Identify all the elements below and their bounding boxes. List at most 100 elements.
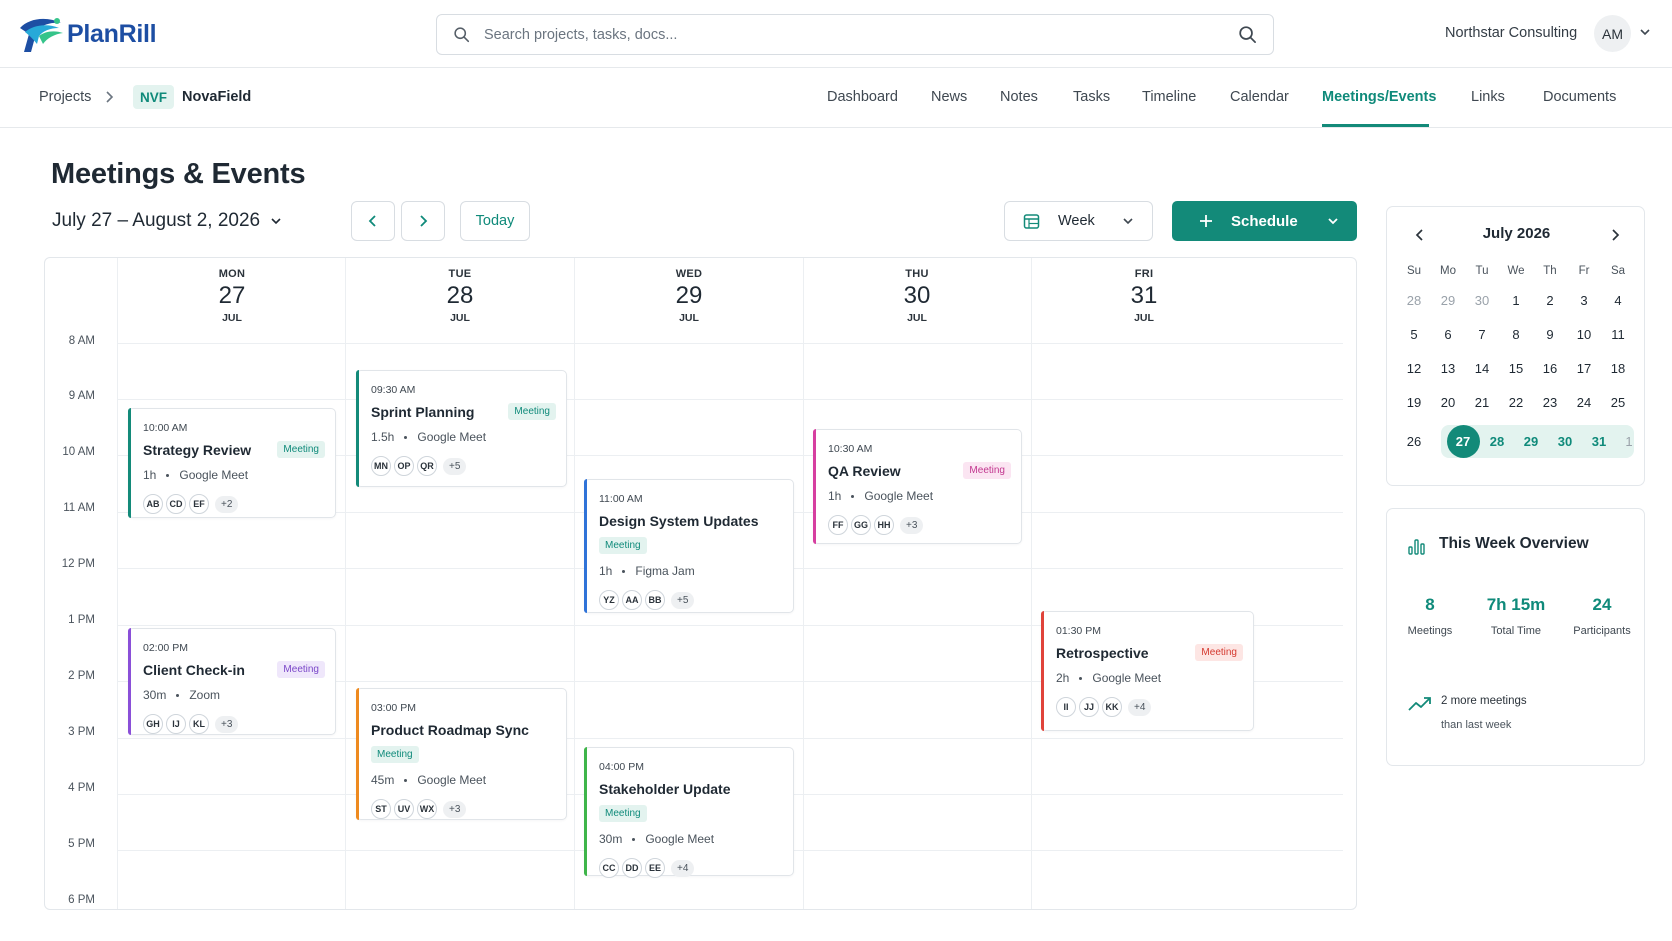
- more-participants[interactable]: +3: [443, 800, 467, 818]
- tab-links[interactable]: Links: [1471, 89, 1505, 105]
- mini-day[interactable]: 28: [1489, 433, 1505, 449]
- search-submit-icon[interactable]: [1238, 25, 1257, 44]
- chevron-down-icon[interactable]: [1639, 27, 1651, 37]
- today-button[interactable]: Today: [460, 201, 530, 241]
- tab-tasks[interactable]: Tasks: [1073, 89, 1111, 105]
- mini-day[interactable]: 5: [1410, 326, 1418, 342]
- mini-day[interactable]: 24: [1576, 394, 1592, 410]
- mini-day[interactable]: 10: [1576, 326, 1592, 342]
- event-card[interactable]: 09:30 AM Sprint Planning Meeting 1.5h Goo…: [356, 370, 567, 487]
- mini-day[interactable]: 20: [1440, 394, 1456, 410]
- event-card[interactable]: 03:00 PM Product Roadmap Sync Meeting 45…: [356, 688, 567, 820]
- organization-name[interactable]: Northstar Consulting: [1445, 25, 1578, 41]
- schedule-button[interactable]: Schedule: [1172, 201, 1357, 241]
- mini-day[interactable]: 29: [1440, 292, 1456, 308]
- chevron-right-icon[interactable]: [1610, 229, 1620, 241]
- date-range-picker[interactable]: July 27 – August 2, 2026: [52, 210, 282, 232]
- participant-avatar[interactable]: JJ: [1079, 697, 1099, 717]
- mini-day[interactable]: 18: [1610, 360, 1626, 376]
- mini-day[interactable]: 25: [1610, 394, 1626, 410]
- mini-day[interactable]: 11: [1611, 326, 1625, 342]
- mini-day[interactable]: 19: [1406, 394, 1422, 410]
- search-input[interactable]: Search projects, tasks, docs...: [484, 26, 678, 43]
- day-number[interactable]: 28: [446, 282, 474, 309]
- participant-avatar[interactable]: HH: [874, 515, 894, 535]
- event-card[interactable]: 02:00 PM Client Check-in Meeting 30m Zoom…: [128, 628, 336, 735]
- participant-avatar[interactable]: KL: [189, 714, 209, 734]
- mini-day[interactable]: 28: [1406, 292, 1422, 308]
- day-number[interactable]: 31: [1130, 282, 1158, 309]
- participant-avatar[interactable]: IJ: [166, 714, 186, 734]
- day-number[interactable]: 27: [218, 282, 246, 309]
- participant-avatar[interactable]: ST: [371, 799, 391, 819]
- mini-day[interactable]: 30: [1474, 292, 1490, 308]
- mini-day[interactable]: 14: [1474, 360, 1490, 376]
- mini-day[interactable]: 9: [1546, 326, 1554, 342]
- more-participants[interactable]: +4: [1128, 698, 1152, 716]
- event-card[interactable]: 04:00 PM Stakeholder Update Meeting 30m G…: [584, 747, 794, 878]
- participant-avatar[interactable]: EE: [645, 858, 665, 878]
- mini-day[interactable]: 31: [1591, 433, 1607, 449]
- user-avatar[interactable]: AM: [1594, 15, 1631, 52]
- day-number[interactable]: 29: [675, 282, 703, 309]
- mini-day[interactable]: 26: [1406, 433, 1422, 449]
- prev-week-button[interactable]: [351, 201, 395, 241]
- event-card[interactable]: 01:30 PM Retrospective Meeting 2h Google …: [1041, 611, 1254, 731]
- mini-day[interactable]: 21: [1474, 394, 1490, 410]
- event-card[interactable]: 10:30 AM QA Review Meeting 1h Google Meet…: [813, 429, 1022, 544]
- mini-day[interactable]: 3: [1580, 292, 1588, 308]
- participant-avatar[interactable]: KK: [1102, 697, 1122, 717]
- more-participants[interactable]: +4: [671, 859, 695, 877]
- more-participants[interactable]: +5: [443, 457, 467, 475]
- mini-day-selected[interactable]: 27: [1455, 433, 1471, 449]
- mini-day[interactable]: 8: [1512, 326, 1520, 342]
- tab-news[interactable]: News: [931, 89, 968, 105]
- mini-day[interactable]: 2: [1546, 292, 1554, 308]
- participant-avatar[interactable]: YZ: [599, 590, 619, 610]
- mini-day[interactable]: 15: [1508, 360, 1524, 376]
- event-card[interactable]: 11:00 AM Design System Updates Meeting 1…: [584, 479, 794, 613]
- event-card[interactable]: 10:00 AM Strategy Review Meeting 1h Googl…: [128, 408, 336, 518]
- participant-avatar[interactable]: DD: [622, 858, 642, 878]
- tab-notes[interactable]: Notes: [1000, 89, 1038, 105]
- mini-day[interactable]: 12: [1406, 360, 1422, 376]
- mini-day[interactable]: 1: [1625, 433, 1633, 449]
- tab-calendar[interactable]: Calendar: [1230, 89, 1289, 105]
- participant-avatar[interactable]: II: [1056, 697, 1076, 717]
- participant-avatar[interactable]: MN: [371, 456, 391, 476]
- participant-avatar[interactable]: AB: [143, 494, 163, 514]
- chevron-down-icon[interactable]: [1327, 216, 1339, 226]
- mini-day[interactable]: 13: [1440, 360, 1456, 376]
- mini-day[interactable]: 23: [1542, 394, 1558, 410]
- mini-day[interactable]: 30: [1557, 433, 1573, 449]
- participant-avatar[interactable]: BB: [645, 590, 665, 610]
- participant-avatar[interactable]: CC: [599, 858, 619, 878]
- app-logo[interactable]: PlanRill: [17, 14, 157, 54]
- mini-day[interactable]: 17: [1576, 360, 1592, 376]
- more-participants[interactable]: +3: [215, 715, 239, 733]
- mini-day[interactable]: 4: [1614, 292, 1622, 308]
- next-week-button[interactable]: [401, 201, 445, 241]
- participant-avatar[interactable]: UV: [394, 799, 414, 819]
- more-participants[interactable]: +2: [215, 495, 239, 513]
- breadcrumb-project[interactable]: NovaField: [182, 89, 252, 105]
- mini-day[interactable]: 29: [1523, 433, 1539, 449]
- chevron-left-icon[interactable]: [1415, 229, 1425, 241]
- participant-avatar[interactable]: QR: [417, 456, 437, 476]
- participant-avatar[interactable]: GH: [143, 714, 163, 734]
- mini-day[interactable]: 7: [1478, 326, 1486, 342]
- participant-avatar[interactable]: GG: [851, 515, 871, 535]
- participant-avatar[interactable]: CD: [166, 494, 186, 514]
- tab-documents[interactable]: Documents: [1543, 89, 1617, 105]
- tab-timeline[interactable]: Timeline: [1142, 89, 1197, 105]
- tab-dashboard[interactable]: Dashboard: [827, 89, 898, 105]
- breadcrumb-projects[interactable]: Projects: [39, 89, 92, 105]
- mini-day[interactable]: 1: [1512, 292, 1520, 308]
- mini-day[interactable]: 22: [1508, 394, 1524, 410]
- participant-avatar[interactable]: AA: [622, 590, 642, 610]
- participant-avatar[interactable]: EF: [189, 494, 209, 514]
- participant-avatar[interactable]: OP: [394, 456, 414, 476]
- view-select[interactable]: Week: [1004, 201, 1153, 241]
- participant-avatar[interactable]: FF: [828, 515, 848, 535]
- mini-day[interactable]: 16: [1542, 360, 1558, 376]
